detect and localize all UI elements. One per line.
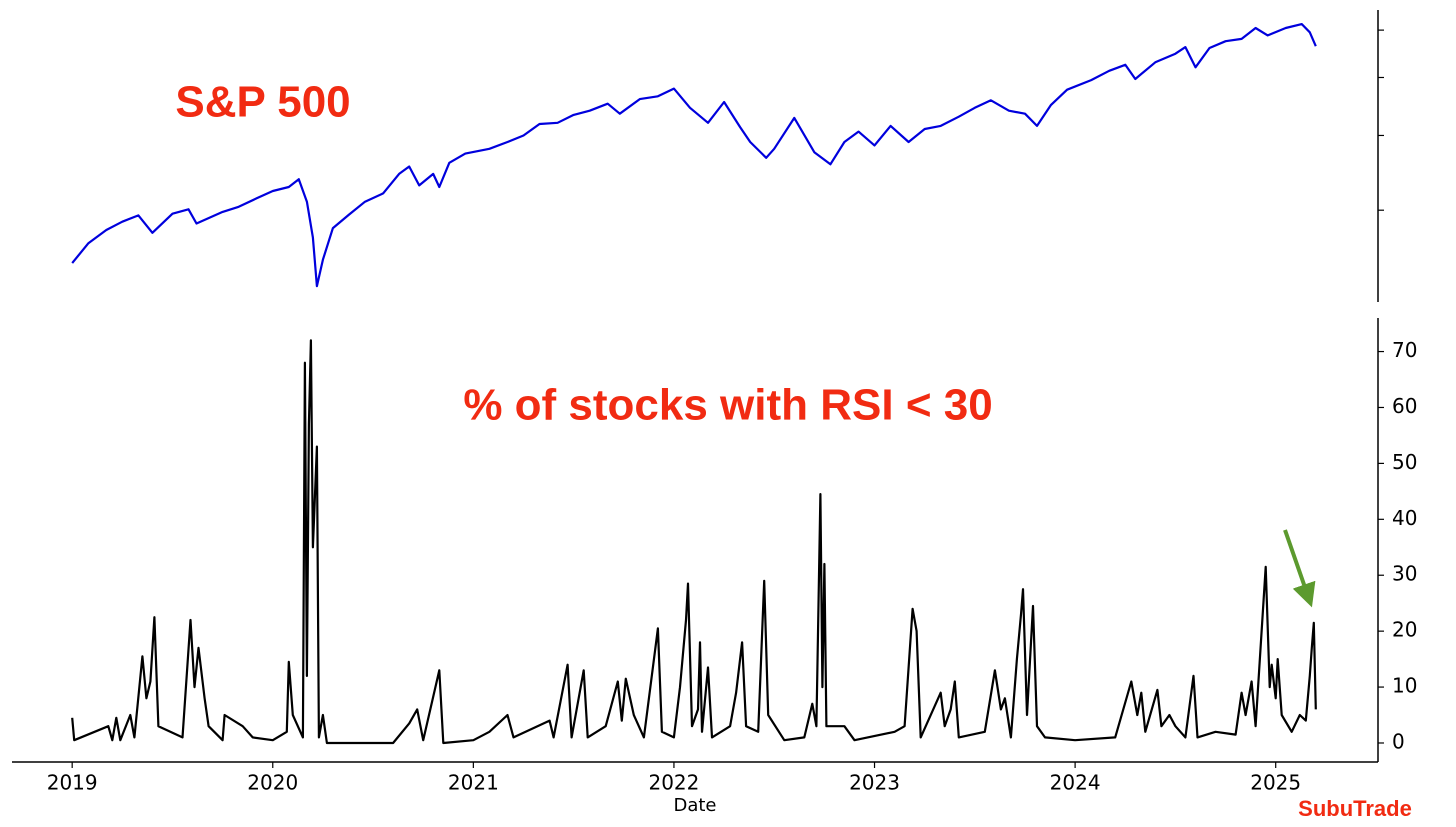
x-tick-label: 2024 [1050,771,1101,795]
x-axis-label: Date [673,795,716,816]
credit: SubuTrade [1298,796,1412,821]
data-line [71,23,1317,288]
y-tick-label: 70 [1392,338,1417,362]
x-tick-label: 2021 [448,771,499,795]
x-tick-label: 2020 [247,771,298,795]
y-tick-label: 30 [1392,562,1417,586]
x-tick-label: 2025 [1250,771,1301,795]
chart-title: % of stocks with RSI < 30 [463,381,992,430]
y-tick-label: 10 [1392,674,1417,698]
chart-title: S&P 500 [175,78,350,127]
y-tick-label: 40 [1392,506,1417,530]
y-tick-label: 60 [1392,394,1417,418]
arrow [1283,529,1316,608]
y-tick-label: 0 [1392,729,1405,753]
y-tick-label: 20 [1392,618,1417,642]
x-tick-label: 2022 [648,771,699,795]
y-tick-label: 50 [1392,450,1417,474]
data-line [71,339,1317,745]
x-tick-label: 2023 [849,771,900,795]
x-tick-label: 2019 [47,771,98,795]
